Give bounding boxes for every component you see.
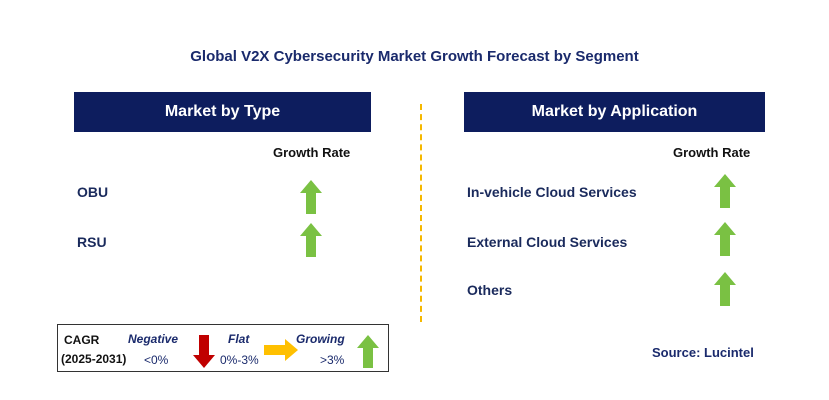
chart-title: Global V2X Cybersecurity Market Growth F… (190, 48, 639, 65)
legend-negative-range: <0% (144, 353, 169, 367)
source-label: Source: Lucintel (652, 345, 754, 360)
market-by-application-header-label: Market by Application (531, 103, 698, 120)
type-row-obu-label: OBU (77, 184, 109, 200)
market-by-type-header-label: Market by Type (164, 103, 281, 120)
application-row-external-label: External Cloud Services (467, 234, 628, 250)
legend-flat-label: Flat (228, 332, 250, 346)
cagr-legend: CAGR (2025-2031) Negative <0% Flat 0%-3%… (57, 324, 389, 372)
type-row-rsu-label: RSU (77, 234, 107, 250)
growing-arrow-icon (714, 272, 736, 306)
application-row-in-vehicle-label: In-vehicle Cloud Services (467, 184, 637, 200)
legend-period-label: (2025-2031) (61, 352, 127, 366)
growing-arrow-icon (714, 174, 736, 208)
legend-flat-range: 0%-3% (220, 353, 259, 367)
market-by-application-header: Market by Application (464, 92, 765, 132)
growing-arrow-icon (714, 222, 736, 256)
growing-arrow-icon (300, 223, 322, 257)
left-growth-rate-label: Growth Rate (273, 145, 351, 160)
flat-arrow-icon (264, 339, 298, 361)
legend-growing-range: >3% (320, 353, 345, 367)
legend-negative-label: Negative (128, 332, 179, 346)
growing-arrow-icon (357, 335, 379, 368)
growing-arrow-icon (300, 180, 322, 214)
application-row-others-label: Others (467, 282, 513, 298)
right-growth-rate-label: Growth Rate (673, 145, 751, 160)
legend-cagr-label: CAGR (64, 333, 100, 347)
negative-arrow-icon (193, 335, 215, 368)
legend-growing-label: Growing (296, 332, 345, 346)
market-by-type-header: Market by Type (74, 92, 371, 132)
panel-divider (420, 104, 422, 322)
